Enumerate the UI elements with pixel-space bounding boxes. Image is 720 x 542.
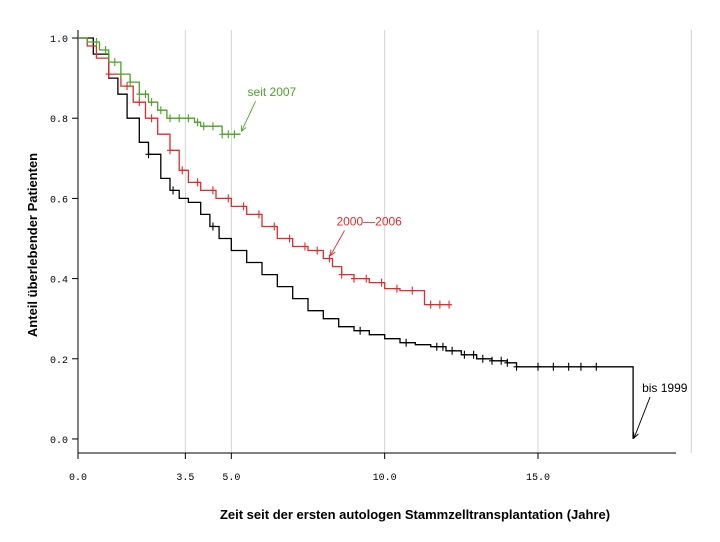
censor-mark bbox=[111, 58, 118, 67]
censor-mark bbox=[142, 90, 149, 99]
leader-arrowhead bbox=[329, 249, 336, 257]
y-tick-label: 1.0 bbox=[50, 35, 68, 46]
x-tick-label: 3.5 bbox=[176, 473, 194, 484]
censor-mark bbox=[489, 356, 495, 365]
censor-mark bbox=[194, 178, 201, 187]
censor-mark bbox=[148, 114, 155, 123]
series-label-2: bis 1999 bbox=[642, 381, 688, 395]
censor-mark bbox=[286, 234, 293, 243]
censor-mark bbox=[433, 342, 440, 351]
y-tick-label: 0.4 bbox=[50, 276, 68, 287]
censor-mark bbox=[102, 46, 109, 55]
censor-mark bbox=[117, 70, 124, 79]
censor-mark bbox=[167, 146, 173, 155]
series-group bbox=[78, 37, 634, 439]
censor-mark bbox=[105, 70, 112, 79]
censor-mark bbox=[185, 114, 192, 123]
x-tick-label: 5.0 bbox=[222, 473, 240, 484]
censor-mark bbox=[565, 362, 572, 371]
leader-arrowhead bbox=[633, 431, 639, 439]
censor-mark bbox=[255, 210, 262, 219]
censor-mark bbox=[209, 122, 216, 131]
censor-mark bbox=[535, 362, 541, 371]
censor-mark bbox=[479, 354, 486, 363]
censor-mark bbox=[225, 130, 232, 139]
series-line-2 bbox=[78, 37, 241, 135]
censor-mark bbox=[593, 362, 600, 371]
series-line-1 bbox=[78, 37, 450, 306]
censor-mark bbox=[446, 300, 453, 309]
censor-mark bbox=[179, 166, 186, 175]
censor-mark bbox=[338, 270, 345, 279]
censor-mark bbox=[240, 202, 247, 211]
label-leader bbox=[330, 230, 345, 256]
x-tick-label: 15.0 bbox=[526, 473, 550, 484]
x-axis-title: Zeit seit der ersten autologen Stammzell… bbox=[220, 507, 610, 522]
censor-mark bbox=[436, 300, 443, 309]
censor-mark bbox=[498, 356, 505, 365]
censor-mark bbox=[231, 130, 238, 139]
censor-mark bbox=[170, 186, 177, 195]
censor-mark bbox=[219, 130, 226, 139]
y-tick-label: 0.2 bbox=[50, 356, 68, 367]
x-ticks: 0.0 3.5 5.0 10.0 15.0 bbox=[69, 453, 550, 484]
censor-mark bbox=[363, 274, 370, 283]
censor-mark bbox=[550, 362, 557, 371]
series-label-1: 2000—2006 bbox=[336, 215, 402, 229]
y-tick-label: 0.6 bbox=[50, 195, 68, 206]
censor-mark bbox=[461, 350, 468, 359]
x-tick-label: 10.0 bbox=[373, 473, 397, 484]
censor-mark bbox=[351, 274, 357, 283]
series-line-0 bbox=[78, 37, 634, 439]
censor-mark bbox=[136, 98, 143, 107]
censor-mark bbox=[271, 222, 278, 231]
censor-mark bbox=[409, 286, 416, 295]
censor-mark bbox=[127, 78, 134, 87]
censor-mark bbox=[513, 362, 520, 371]
censor-mark bbox=[378, 278, 385, 287]
censor-mark bbox=[470, 350, 477, 359]
censor-mark bbox=[504, 358, 511, 367]
censor-mark bbox=[200, 122, 207, 131]
grid-lines bbox=[184, 30, 692, 453]
censor-mark bbox=[209, 222, 216, 231]
censor-mark bbox=[577, 362, 584, 371]
censor-mark bbox=[209, 186, 216, 195]
censor-mark bbox=[427, 300, 434, 309]
censor-mark bbox=[357, 326, 364, 335]
censor-mark bbox=[393, 284, 400, 293]
y-ticks: 0.0 0.2 0.4 0.6 0.8 1.0 bbox=[50, 35, 78, 447]
leader-arrowhead bbox=[241, 125, 247, 133]
censor-mark bbox=[403, 338, 410, 347]
censor-mark bbox=[136, 90, 143, 99]
censor-mark bbox=[148, 98, 155, 107]
censor-mark bbox=[93, 38, 100, 47]
x-tick-label: 0.0 bbox=[69, 473, 87, 484]
censor-mark bbox=[194, 118, 201, 127]
censor-mark bbox=[225, 194, 232, 203]
series-annotations: seit 2007 2000—2006 bis 1999 bbox=[241, 85, 688, 439]
y-tick-label: 0.8 bbox=[50, 115, 68, 126]
censor-mark bbox=[167, 114, 173, 123]
censor-mark bbox=[176, 114, 183, 123]
censor-mark bbox=[124, 82, 131, 91]
label-leader bbox=[633, 396, 651, 439]
y-tick-label: 0.0 bbox=[50, 436, 68, 447]
censor-mark bbox=[439, 342, 446, 351]
label-leader bbox=[241, 101, 256, 132]
series-label-0: seit 2007 bbox=[248, 85, 297, 99]
censor-mark bbox=[449, 346, 456, 355]
censor-mark bbox=[145, 150, 152, 159]
censor-mark bbox=[314, 246, 321, 255]
y-axis-title: Anteil überlebender Patienten bbox=[25, 153, 40, 337]
censor-mark bbox=[326, 254, 333, 263]
axes bbox=[77, 30, 676, 454]
censor-mark bbox=[157, 106, 164, 115]
censor-mark bbox=[301, 242, 308, 251]
